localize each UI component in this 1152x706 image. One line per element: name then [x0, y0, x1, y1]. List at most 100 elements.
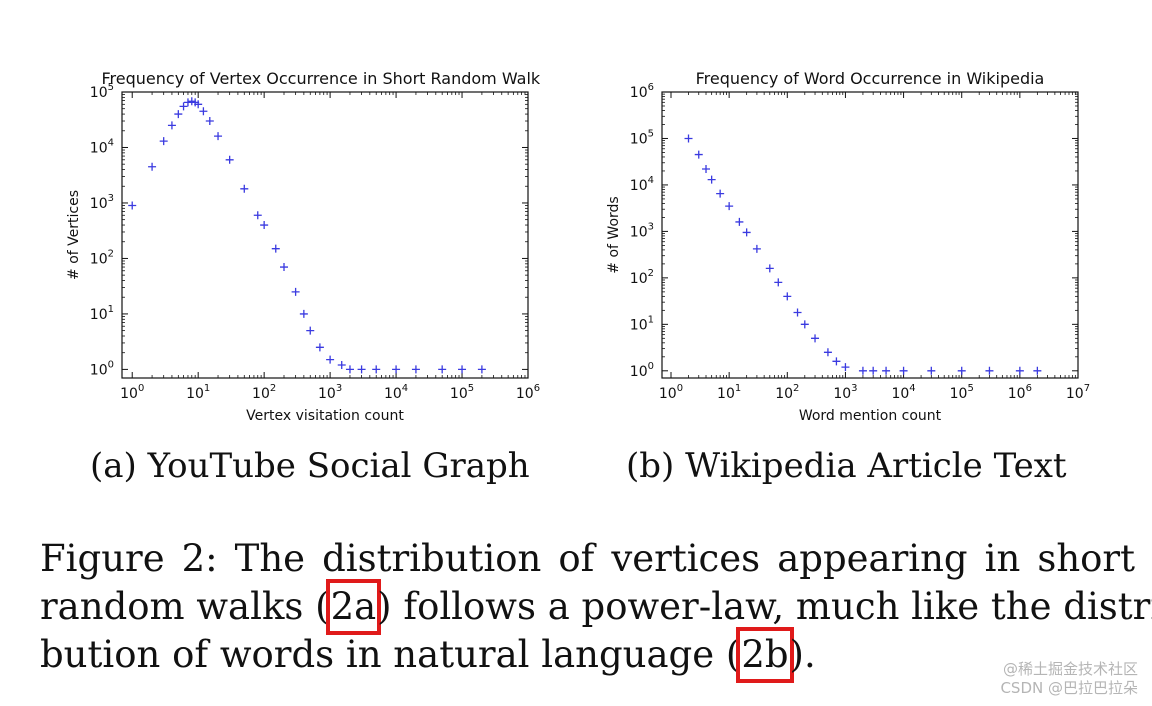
figure-ref-2a-link[interactable]: 2a — [325, 579, 382, 635]
plot-b-point — [716, 189, 725, 198]
plot-b-ytick-label: 106 — [630, 82, 654, 101]
plot-b-point — [783, 292, 792, 301]
plot-b-ytick-label: 102 — [630, 268, 654, 287]
plot-b-point — [858, 366, 867, 375]
plot-a-point — [159, 137, 168, 146]
plot-b-point — [742, 228, 751, 237]
plot-a-point — [392, 365, 401, 374]
watermark-line-2: CSDN @巴拉巴拉朵 — [1000, 679, 1138, 697]
plot-a-point — [199, 107, 208, 116]
plot-a-points — [128, 97, 486, 374]
plot-b-point — [800, 320, 809, 329]
plot-a-ytick-label: 101 — [90, 304, 114, 323]
subcaption-b: (b) Wikipedia Article Text — [626, 446, 1067, 486]
plot-a-ytick-label: 104 — [90, 137, 114, 156]
plot-b-xtick-label: 100 — [659, 383, 683, 402]
plot-a-point — [477, 365, 486, 374]
plot-b-point — [793, 308, 802, 317]
plot-b-point — [752, 244, 761, 253]
plot-b-point — [832, 357, 841, 366]
plot-a-ytick-label: 105 — [90, 82, 114, 101]
plot-b-point — [882, 366, 891, 375]
plot-a-point — [345, 365, 354, 374]
plot-b-point — [841, 363, 850, 372]
plot-a-ytick-label: 102 — [90, 248, 114, 267]
plot-a-point — [128, 201, 137, 210]
plot-a-point — [299, 309, 308, 318]
plot-b-frame — [661, 91, 1079, 379]
plot-b-xtick-label: 101 — [717, 383, 741, 402]
plot-a-xtick-label: 100 — [120, 383, 144, 402]
plot-b-point — [707, 175, 716, 184]
plot-b-ytick-label: 104 — [630, 175, 654, 194]
plot-b-point — [725, 202, 734, 211]
figure-ref-2b-link[interactable]: 2b — [736, 627, 794, 683]
watermark: @稀土掘金技术社区 CSDN @巴拉巴拉朵 — [1000, 660, 1138, 698]
figure-caption: Figure 2: The distribution of vertices a… — [40, 535, 1152, 683]
plot-b-ytick-label: 101 — [630, 314, 654, 333]
plot-a-point — [167, 121, 176, 130]
plot-a-point — [372, 365, 381, 374]
plot-b-ylabel: # of Words — [606, 196, 622, 273]
plot-b-xtick-label: 104 — [891, 383, 915, 402]
plot-b-point — [1033, 366, 1042, 375]
plot-a-xtick-label: 103 — [318, 383, 342, 402]
plot-a-xlabel: Vertex visitation count — [246, 408, 404, 424]
plot-b-title: Frequency of Word Occurrence in Wikipedi… — [696, 69, 1045, 88]
plot-b-xtick-label: 103 — [833, 383, 857, 402]
plot-b-point — [811, 334, 820, 343]
plot-a-point — [306, 326, 315, 335]
plot-a-point — [194, 100, 203, 109]
plot-b-ytick-label: 103 — [630, 221, 654, 240]
caption-line-1: Figure 2: The distribution of vertices a… — [40, 537, 1135, 580]
plot-a-point — [253, 211, 262, 220]
plot-b-point — [823, 348, 832, 357]
plot-b-point — [774, 278, 783, 287]
plot-a-point — [458, 365, 467, 374]
plot-b-point — [694, 150, 703, 159]
plot-b-xtick-label: 106 — [1008, 383, 1032, 402]
plot-a-point — [357, 365, 366, 374]
plot-b-point — [899, 366, 908, 375]
plot-a-point — [438, 365, 447, 374]
plot-b-xlabel: Word mention count — [799, 408, 942, 424]
plot-b-point — [927, 366, 936, 375]
plot-b-xtick-label: 102 — [775, 383, 799, 402]
plot-a-svg: Frequency of Vertex Occurrence in Short … — [66, 69, 549, 424]
plot-b-xtick-label: 105 — [950, 383, 974, 402]
plot-a-point — [205, 117, 214, 126]
plot-a-ytick-label: 103 — [90, 193, 114, 212]
plot-a-xtick-label: 105 — [450, 383, 474, 402]
subcaption-a: (a) YouTube Social Graph — [90, 446, 530, 486]
plot-a-xtick-label: 104 — [384, 383, 408, 402]
plot-a-point — [280, 263, 289, 272]
plot-a-point — [291, 287, 300, 296]
plot-a-point — [260, 221, 269, 230]
plot-b-svg: Frequency of Word Occurrence in Wikipedi… — [606, 69, 1090, 424]
plot-a-frame — [121, 91, 529, 379]
caption-text: ) follows a power-law, much like the dis… — [377, 585, 1152, 628]
plot-a-point — [326, 355, 335, 364]
plot-a-ytick-label: 100 — [90, 359, 114, 378]
plot-a-xtick-label: 101 — [186, 383, 210, 402]
plot-b-point — [869, 366, 878, 375]
plot-a-point — [411, 365, 420, 374]
plot-b-ytick-label: 105 — [630, 128, 654, 147]
plot-a-point — [240, 184, 249, 193]
plot-b-point — [684, 134, 693, 143]
plot-a-point — [174, 110, 183, 119]
caption-line-3: bution of words in natural language (2b)… — [40, 627, 1135, 683]
plot-b-ytick-label: 100 — [630, 361, 654, 380]
plot-a-point — [187, 97, 196, 106]
plot-b-point — [1015, 366, 1024, 375]
plot-a-point — [148, 162, 157, 171]
plot-b-point — [765, 264, 774, 273]
plot-b-point — [735, 217, 744, 226]
watermark-line-1: @稀土掘金技术社区 — [1002, 660, 1138, 678]
caption-text: random walks ( — [40, 585, 330, 628]
plot-b-points — [684, 134, 1042, 375]
plot-a-point — [271, 244, 280, 253]
plot-b-point — [957, 366, 966, 375]
plot-a-point — [315, 343, 324, 352]
plot-a-point — [183, 98, 192, 107]
